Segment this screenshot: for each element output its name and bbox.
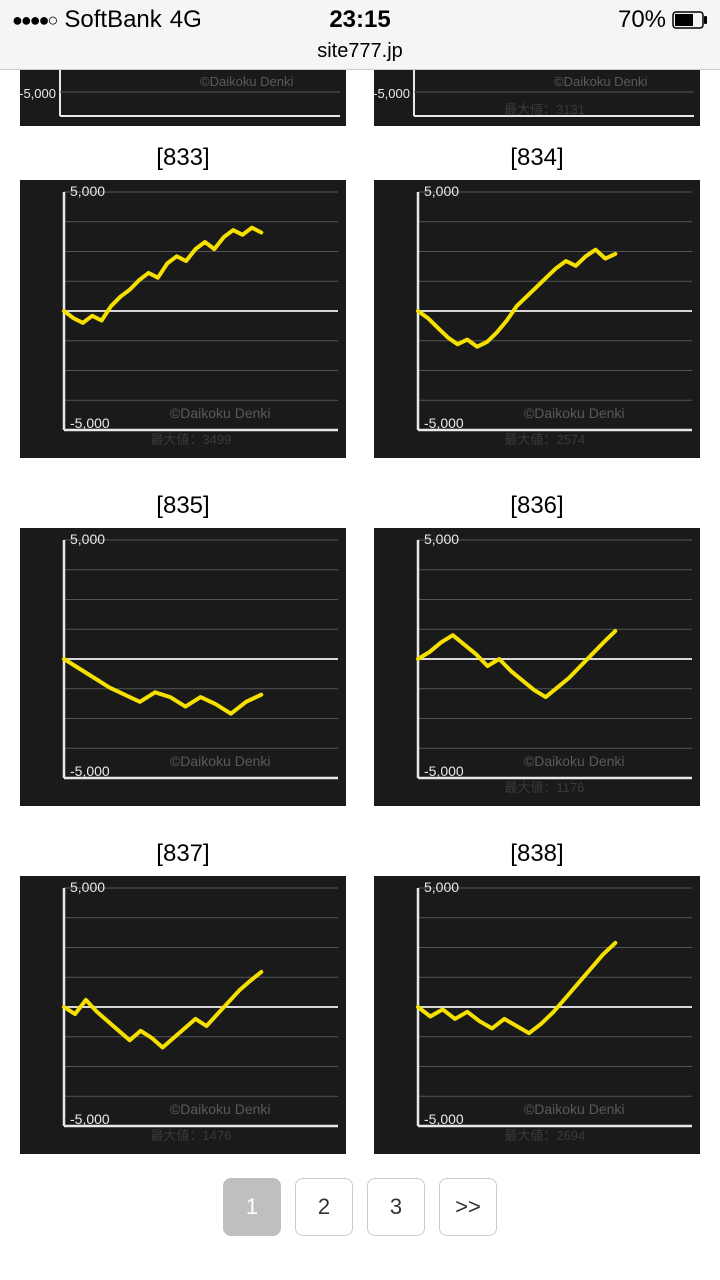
chart-box[interactable]: 5,000 -5,000 ©Daikoku Denki 最大値：1176 (374, 528, 700, 806)
svg-text:5,000: 5,000 (424, 531, 459, 547)
svg-text:-5,000: -5,000 (424, 1111, 464, 1127)
svg-text:最大値：3131: 最大値：3131 (504, 102, 585, 117)
svg-text:5,000: 5,000 (70, 879, 105, 895)
svg-text:5,000: 5,000 (70, 531, 105, 547)
network-label: 4G (170, 6, 202, 34)
chart-box[interactable]: 5,000 -5,000 ©Daikoku Denki 最大値：2694 (374, 876, 700, 1154)
page-next-button[interactable]: >> (439, 1178, 497, 1236)
chart-box[interactable]: 5,000 -5,000 ©Daikoku Denki 最大値：2574 (374, 180, 700, 458)
svg-text:-5,000: -5,000 (374, 86, 410, 101)
svg-text:©Daikoku Denki: ©Daikoku Denki (524, 405, 625, 421)
partial-chart-left[interactable]: -5,000 ©Daikoku Denki (20, 70, 346, 126)
svg-text:©Daikoku Denki: ©Daikoku Denki (200, 74, 294, 89)
chart-label: [835] (20, 492, 346, 520)
chart-box[interactable]: 5,000 -5,000 ©Daikoku Denki (20, 528, 346, 806)
chart-label: [836] (374, 492, 700, 520)
svg-text:-5,000: -5,000 (70, 763, 110, 779)
chart-box[interactable]: 5,000 -5,000 ©Daikoku Denki 最大値：3499 (20, 180, 346, 458)
svg-text:-5,000: -5,000 (70, 415, 110, 431)
clock: 23:15 (329, 6, 390, 34)
chart-grid: [833]5,000-5,000©Daikoku Denki最大値：3499[8… (20, 130, 700, 1154)
svg-text:©Daikoku Denki: ©Daikoku Denki (170, 1101, 271, 1117)
chart-label: [837] (20, 840, 346, 868)
battery-icon (672, 11, 708, 29)
partial-chart-right[interactable]: -5,000 ©Daikoku Denki 最大値：3131 (374, 70, 700, 126)
pagination: 123>> (20, 1178, 700, 1236)
page-button-1[interactable]: 1 (223, 1178, 281, 1236)
chart-cell: [837] 5,000 -5,000 ©Daikoku Denki 最大値：1476 (20, 826, 346, 1154)
svg-text:©Daikoku Denki: ©Daikoku Denki (524, 753, 625, 769)
carrier-label: SoftBank (64, 6, 161, 34)
page-button-2[interactable]: 2 (295, 1178, 353, 1236)
url-bar[interactable]: site777.jp (0, 40, 720, 70)
chart-label: [833] (20, 144, 346, 172)
partial-chart-row: -5,000 ©Daikoku Denki -5,000 ©Daikoku De… (20, 70, 700, 126)
svg-text:©Daikoku Denki: ©Daikoku Denki (554, 74, 648, 89)
svg-text:-5,000: -5,000 (424, 415, 464, 431)
signal-dots-icon: ●●●●○ (12, 10, 56, 31)
chart-cell: [834] 5,000 -5,000 ©Daikoku Denki 最大値：2574 (374, 130, 700, 458)
svg-text:-5,000: -5,000 (424, 763, 464, 779)
svg-text:5,000: 5,000 (70, 183, 105, 199)
svg-text:©Daikoku Denki: ©Daikoku Denki (170, 405, 271, 421)
svg-text:-5,000: -5,000 (70, 1111, 110, 1127)
svg-text:5,000: 5,000 (424, 183, 459, 199)
svg-text:©Daikoku Denki: ©Daikoku Denki (170, 753, 271, 769)
svg-text:-5,000: -5,000 (20, 86, 56, 101)
chart-box[interactable]: 5,000 -5,000 ©Daikoku Denki 最大値：1476 (20, 876, 346, 1154)
chart-cell: [836] 5,000 -5,000 ©Daikoku Denki 最大値：1176 (374, 478, 700, 806)
page-button-3[interactable]: 3 (367, 1178, 425, 1236)
chart-label: [834] (374, 144, 700, 172)
svg-text:最大値：1476: 最大値：1476 (150, 1128, 231, 1143)
svg-text:最大値：2574: 最大値：2574 (504, 432, 585, 447)
svg-text:5,000: 5,000 (424, 879, 459, 895)
battery-pct: 70% (618, 6, 666, 34)
chart-label: [838] (374, 840, 700, 868)
svg-text:最大値：1176: 最大値：1176 (504, 780, 584, 795)
svg-text:最大値：2694: 最大値：2694 (504, 1128, 585, 1143)
svg-text:最大値：3499: 最大値：3499 (150, 432, 231, 447)
svg-text:©Daikoku Denki: ©Daikoku Denki (524, 1101, 625, 1117)
chart-cell: [833] 5,000 -5,000 ©Daikoku Denki 最大値：3499 (20, 130, 346, 458)
chart-cell: [835] 5,000 -5,000 ©Daikoku Denki (20, 478, 346, 806)
chart-cell: [838] 5,000 -5,000 ©Daikoku Denki 最大値：2694 (374, 826, 700, 1154)
page-content: -5,000 ©Daikoku Denki -5,000 ©Daikoku De… (0, 70, 720, 1236)
status-bar: ●●●●○ SoftBank 4G 23:15 70% (0, 0, 720, 40)
